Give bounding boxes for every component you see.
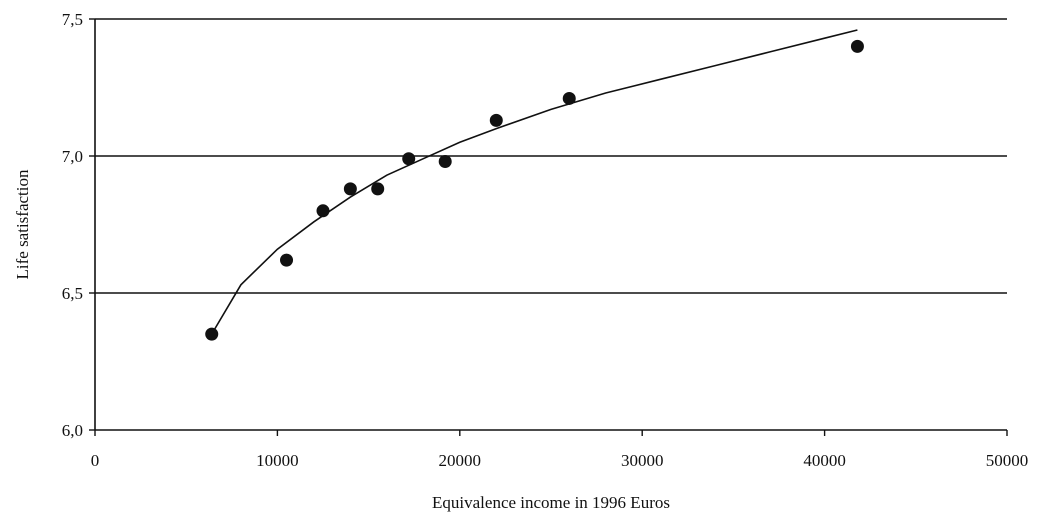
- y-tick-label: 7,5: [62, 10, 83, 29]
- x-tick-label: 50000: [986, 451, 1029, 470]
- data-point: [850, 39, 864, 53]
- data-point: [402, 152, 416, 166]
- data-point: [205, 327, 219, 341]
- data-point: [343, 182, 357, 196]
- y-axis-title: Life satisfaction: [13, 169, 32, 279]
- x-axis-ticks: 0 10000 20000 30000 40000 50000: [91, 430, 1029, 470]
- y-tick-label: 6,5: [62, 284, 83, 303]
- axes: [94, 19, 1007, 431]
- data-point: [562, 91, 576, 105]
- data-point: [316, 204, 330, 218]
- data-point: [489, 113, 503, 127]
- y-tick-label: 6,0: [62, 421, 83, 440]
- data-point: [438, 154, 452, 168]
- trendline: [211, 29, 858, 335]
- data-point: [371, 182, 385, 196]
- data-point: [280, 253, 294, 267]
- y-tick-label: 7,0: [62, 147, 83, 166]
- x-tick-label: 0: [91, 451, 100, 470]
- gridlines: [95, 18, 1007, 294]
- x-axis-title: Equivalence income in 1996 Euros: [432, 493, 670, 512]
- x-tick-label: 40000: [803, 451, 846, 470]
- y-axis-ticks: 6,0 6,5 7,0 7,5: [62, 10, 95, 440]
- data-points: [205, 39, 864, 341]
- x-tick-label: 10000: [256, 451, 299, 470]
- x-tick-label: 30000: [621, 451, 664, 470]
- x-tick-label: 20000: [439, 451, 482, 470]
